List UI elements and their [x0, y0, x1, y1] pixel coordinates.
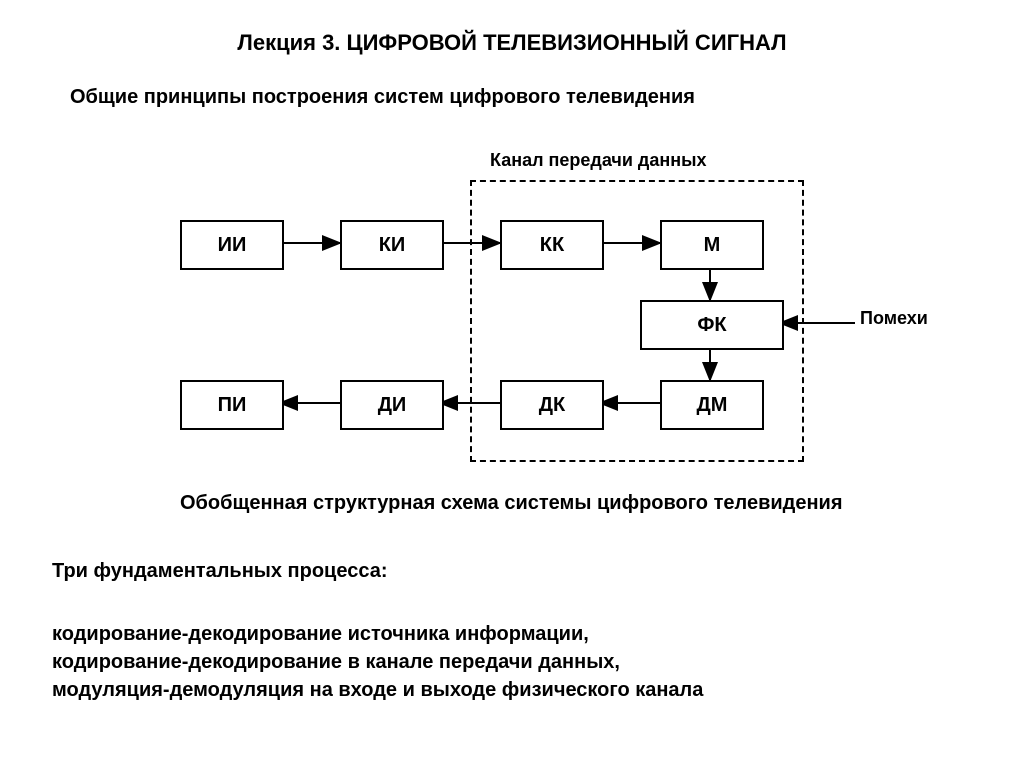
- node-pi: ПИ: [180, 380, 284, 430]
- node-kk: КК: [500, 220, 604, 270]
- node-dk: ДК: [500, 380, 604, 430]
- page: Лекция 3. ЦИФРОВОЙ ТЕЛЕВИЗИОННЫЙ СИГНАЛ …: [0, 0, 1024, 768]
- paragraph-processes-heading: Три фундаментальных процесса:: [52, 560, 387, 583]
- process-line: кодирование-декодирование в канале перед…: [52, 648, 703, 676]
- channel-label: Канал передачи данных: [490, 150, 707, 171]
- node-dm: ДМ: [660, 380, 764, 430]
- node-ki: КИ: [340, 220, 444, 270]
- block-diagram: Канал передачи данных Помехи ИИ КИ КК М ФК ДМ…: [80, 120, 960, 460]
- node-ii: ИИ: [180, 220, 284, 270]
- paragraph-processes-list: кодирование-декодирование источника инфо…: [52, 620, 703, 704]
- page-title: Лекция 3. ЦИФРОВОЙ ТЕЛЕВИЗИОННЫЙ СИГНАЛ: [0, 30, 1024, 56]
- node-m: М: [660, 220, 764, 270]
- process-line: модуляция-демодуляция на входе и выходе …: [52, 676, 703, 704]
- section-subtitle: Общие принципы построения систем цифрово…: [70, 86, 695, 109]
- process-line: кодирование-декодирование источника инфо…: [52, 620, 703, 648]
- node-di: ДИ: [340, 380, 444, 430]
- diagram-caption: Обобщенная структурная схема системы циф…: [180, 492, 843, 515]
- noise-label: Помехи: [860, 308, 928, 329]
- node-fk: ФК: [640, 300, 784, 350]
